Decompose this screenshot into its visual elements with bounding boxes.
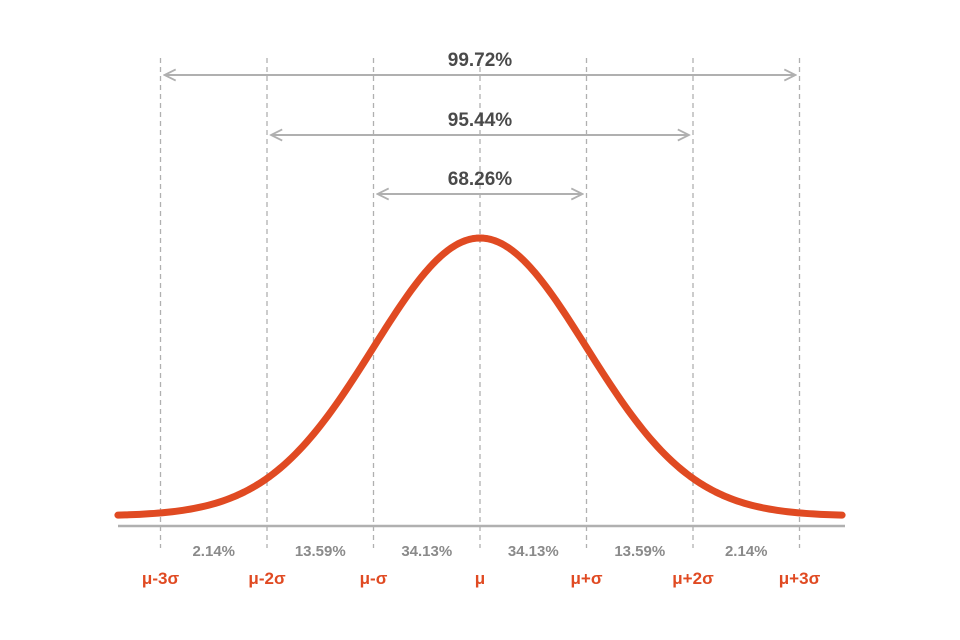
range-label-1: 95.44% [448,110,513,131]
tick-label-5: μ+2σ [672,569,714,588]
range-label-0: 99.72% [448,50,513,71]
range-label-2: 68.26% [448,169,513,190]
tick-label-2: μ-σ [360,569,388,588]
segment-label-4: 13.59% [614,543,665,560]
segment-label-0: 2.14% [192,543,235,560]
tick-label-1: μ-2σ [248,569,286,588]
segment-label-1: 13.59% [295,543,346,560]
tick-label-4: μ+σ [571,569,603,588]
segment-label-3: 34.13% [508,543,559,560]
tick-label-0: μ-3σ [142,569,180,588]
segment-label-5: 2.14% [725,543,768,560]
segment-label-2: 34.13% [401,543,452,560]
tick-label-6: μ+3σ [779,569,821,588]
tick-label-3: μ [475,569,485,588]
normal-curve [114,234,846,519]
